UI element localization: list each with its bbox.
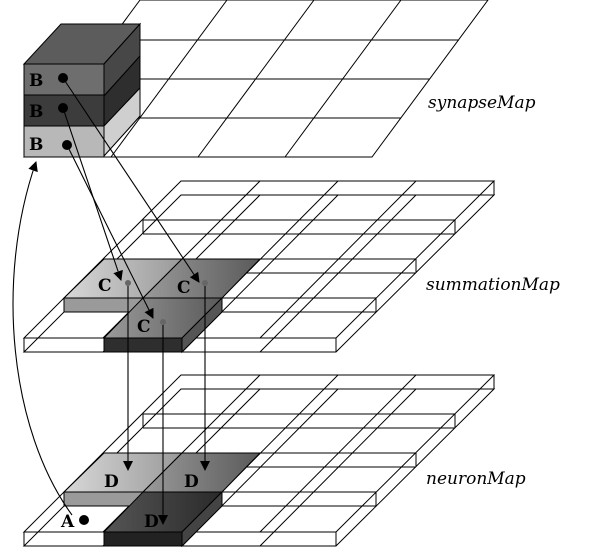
synapse-map-label: synapseMap	[428, 93, 536, 113]
summation-active-cells	[62, 258, 262, 354]
summation-map-label: summationMap	[426, 275, 560, 295]
dot-a	[79, 515, 89, 525]
arrow-b1-c2	[62, 77, 200, 283]
arrow-b2-c1	[62, 107, 123, 281]
neuron-grid	[22, 374, 496, 547]
label-d1: D	[104, 472, 119, 492]
label-c2: C	[177, 278, 191, 298]
arrow-a-b	[12, 161, 73, 516]
connection-arrows	[12, 77, 210, 525]
arrow-b3-c3	[66, 144, 154, 319]
neuron-map: D D D A neuronMap	[22, 374, 526, 548]
label-c3: C	[137, 317, 151, 337]
synapse-block	[22, 22, 142, 158]
label-b3: B	[29, 135, 43, 155]
dot-c2	[202, 280, 208, 286]
neuron-map-label: neuronMap	[426, 469, 526, 489]
label-c1: C	[98, 276, 112, 296]
label-b1: B	[29, 71, 43, 91]
label-d3: D	[144, 512, 159, 532]
summation-map: C C C summationMap	[22, 180, 560, 354]
dot-c3	[160, 319, 166, 325]
summation-grid	[22, 180, 496, 353]
label-a: A	[60, 512, 75, 532]
neuron-active-cells	[62, 452, 262, 548]
label-b2: B	[29, 102, 43, 122]
label-d2: D	[184, 472, 199, 492]
dot-c1	[125, 280, 131, 286]
synapse-map: B B B synapseMap	[22, 0, 536, 158]
